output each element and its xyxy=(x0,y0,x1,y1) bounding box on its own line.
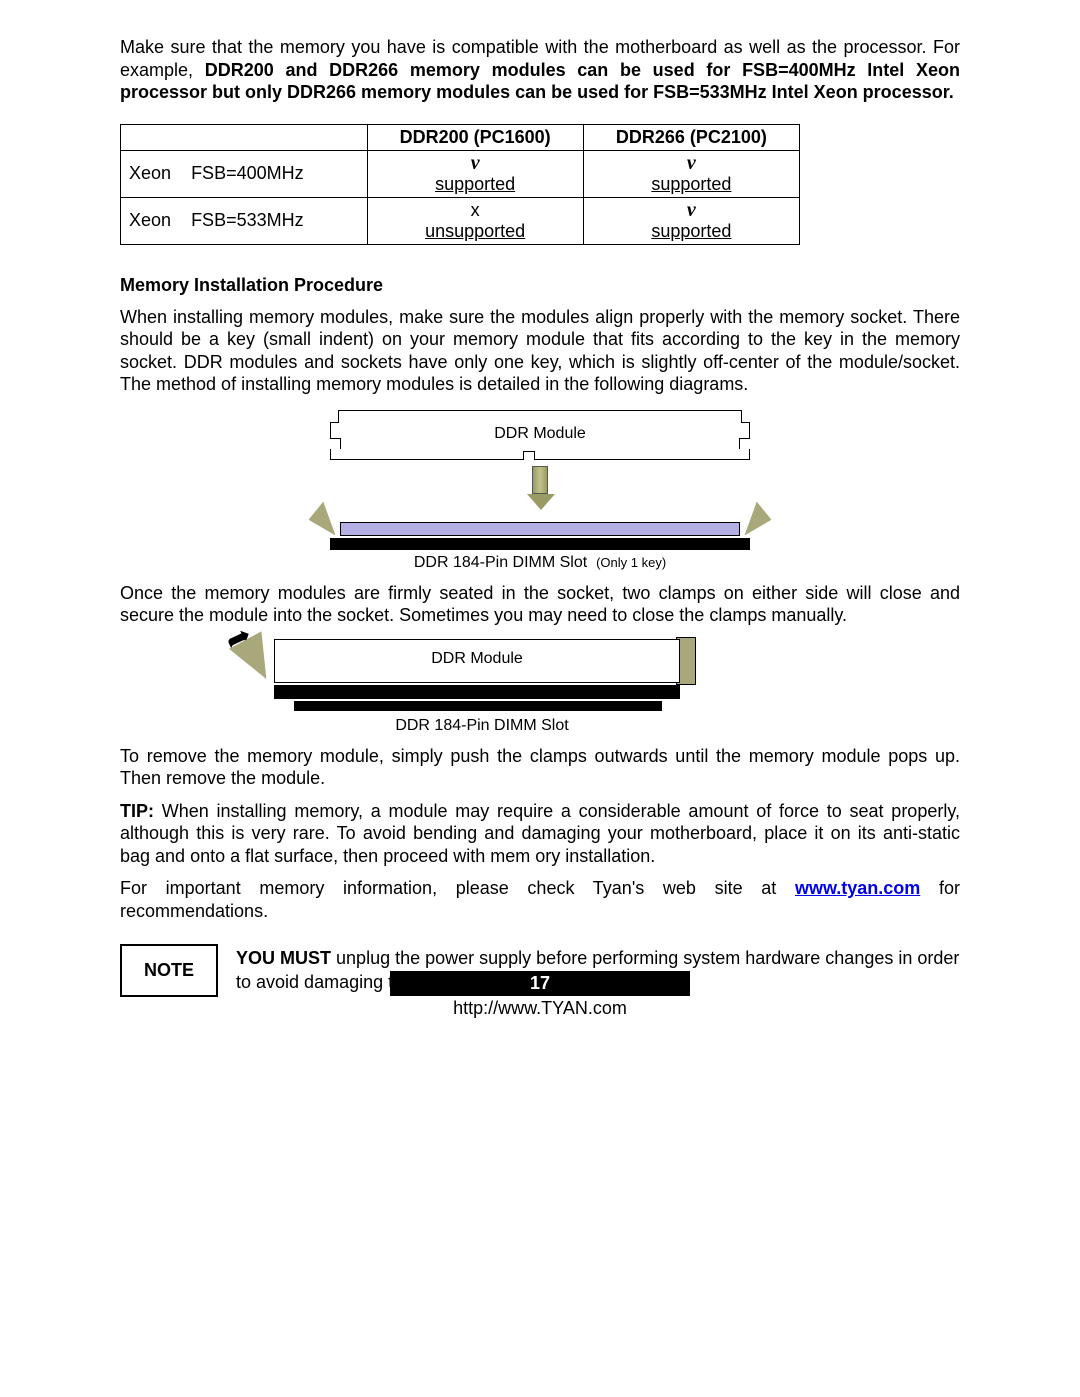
ddr-module-graphic: DDR Module xyxy=(274,639,680,683)
slot-base xyxy=(274,685,680,699)
rowhead-fsb: FSB=400MHz xyxy=(191,163,304,183)
clip-left-icon xyxy=(304,501,335,542)
ddr-module-graphic: DDR Module xyxy=(330,410,750,460)
module-label: DDR Module xyxy=(331,425,749,443)
table-cell: v supported xyxy=(583,197,799,244)
diagram-seated-module: ➦ DDR Module DDR 184-Pin DIMM Slot xyxy=(230,639,690,735)
check-icon: v xyxy=(471,152,480,174)
tyan-link[interactable]: www.tyan.com xyxy=(795,878,920,898)
table-row: Xeon FSB=400MHz v supported v supported xyxy=(121,150,800,197)
slot-shadow xyxy=(294,701,662,711)
diagram-caption: DDR 184-Pin DIMM Slot xyxy=(274,717,690,735)
intro-bold: DDR200 and DDR266 memory modules can be … xyxy=(120,60,960,103)
caption-main: DDR 184-Pin DIMM Slot xyxy=(414,554,587,571)
tip-label: TIP: xyxy=(120,801,154,821)
table-cell: v supported xyxy=(367,150,583,197)
check-icon: v xyxy=(687,152,696,174)
check-icon: v xyxy=(687,199,696,221)
info-paragraph: For important memory information, please… xyxy=(120,877,960,922)
table-rowhead: Xeon FSB=533MHz xyxy=(121,197,368,244)
cell-text: supported xyxy=(651,174,731,194)
cell-text: unsupported xyxy=(425,221,525,241)
install-heading: Memory Installation Procedure xyxy=(120,275,960,296)
arrow-down-icon xyxy=(527,466,553,510)
page-number: 17 xyxy=(390,971,690,996)
table-cell: v supported xyxy=(583,150,799,197)
table-header-ddr200: DDR200 (PC1600) xyxy=(367,124,583,150)
caption-extra: (Only 1 key) xyxy=(596,555,666,570)
table-row: Xeon FSB=533MHz x unsupported v supporte… xyxy=(121,197,800,244)
clip-right-icon xyxy=(744,501,775,542)
remove-paragraph: To remove the memory module, simply push… xyxy=(120,745,960,790)
diagram-caption: DDR 184-Pin DIMM Slot (Only 1 key) xyxy=(330,554,750,572)
note-bold: YOU MUST xyxy=(236,948,331,968)
cell-text: supported xyxy=(435,174,515,194)
cell-text: supported xyxy=(651,221,731,241)
dimm-slot-graphic xyxy=(330,514,750,550)
table-header-row: DDR200 (PC1600) DDR266 (PC2100) xyxy=(121,124,800,150)
footer-url: http://www.TYAN.com xyxy=(0,998,1080,1019)
compatibility-table: DDR200 (PC1600) DDR266 (PC2100) Xeon FSB… xyxy=(120,124,800,245)
table-header-ddr266: DDR266 (PC2100) xyxy=(583,124,799,150)
rowhead-fsb: FSB=533MHz xyxy=(191,210,304,230)
module-label: DDR Module xyxy=(275,650,679,668)
intro-paragraph: Make sure that the memory you have is co… xyxy=(120,36,960,104)
tip-paragraph: TIP: When installing memory, a module ma… xyxy=(120,800,960,868)
table-cell: x unsupported xyxy=(367,197,583,244)
page-footer: 17 http://www.TYAN.com xyxy=(0,971,1080,1019)
table-header-blank xyxy=(121,124,368,150)
table-rowhead: Xeon FSB=400MHz xyxy=(121,150,368,197)
info-pre: For important memory information, please… xyxy=(120,878,795,898)
diagram-insert-module: DDR Module DDR 184-Pin DIMM Slot (Only 1… xyxy=(330,410,750,572)
after-diagram1-paragraph: Once the memory modules are firmly seate… xyxy=(120,582,960,627)
x-icon: x xyxy=(471,200,480,220)
rowhead-proc: Xeon xyxy=(129,163,171,183)
install-paragraph: When installing memory modules, make sur… xyxy=(120,306,960,396)
document-page: Make sure that the memory you have is co… xyxy=(0,0,1080,1397)
clip-left-icon xyxy=(228,631,267,682)
rowhead-proc: Xeon xyxy=(129,210,171,230)
tip-body: When installing memory, a module may req… xyxy=(120,801,960,866)
